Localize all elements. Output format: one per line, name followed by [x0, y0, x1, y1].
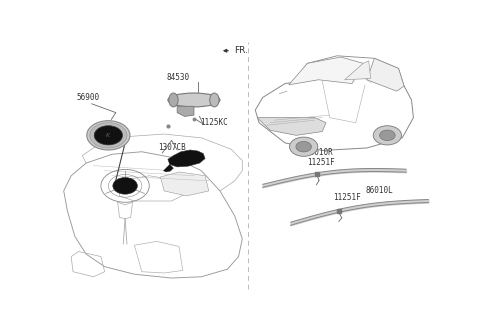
Text: K: K: [106, 133, 110, 138]
Circle shape: [380, 130, 395, 141]
Circle shape: [113, 177, 137, 194]
Text: 84530: 84530: [166, 73, 189, 82]
Polygon shape: [177, 106, 194, 116]
Polygon shape: [289, 57, 363, 85]
Text: 11251F: 11251F: [334, 193, 361, 202]
Polygon shape: [345, 61, 371, 80]
Ellipse shape: [169, 93, 178, 107]
Text: FR.: FR.: [234, 46, 248, 55]
Polygon shape: [257, 118, 326, 135]
Ellipse shape: [168, 93, 220, 107]
Circle shape: [373, 126, 401, 145]
Polygon shape: [168, 150, 205, 167]
Circle shape: [90, 123, 127, 148]
Ellipse shape: [210, 93, 219, 107]
Text: 86010R: 86010R: [305, 148, 333, 157]
Circle shape: [289, 137, 318, 156]
Text: 86010L: 86010L: [365, 186, 393, 195]
Polygon shape: [367, 58, 404, 91]
Polygon shape: [163, 164, 173, 172]
Circle shape: [94, 126, 122, 145]
Circle shape: [296, 141, 312, 152]
Polygon shape: [160, 172, 209, 196]
Text: 56900: 56900: [77, 93, 100, 102]
Text: 11251F: 11251F: [307, 158, 335, 167]
Text: 1307CB: 1307CB: [158, 143, 186, 152]
Circle shape: [87, 121, 130, 150]
Text: 1125KC: 1125KC: [200, 118, 228, 127]
